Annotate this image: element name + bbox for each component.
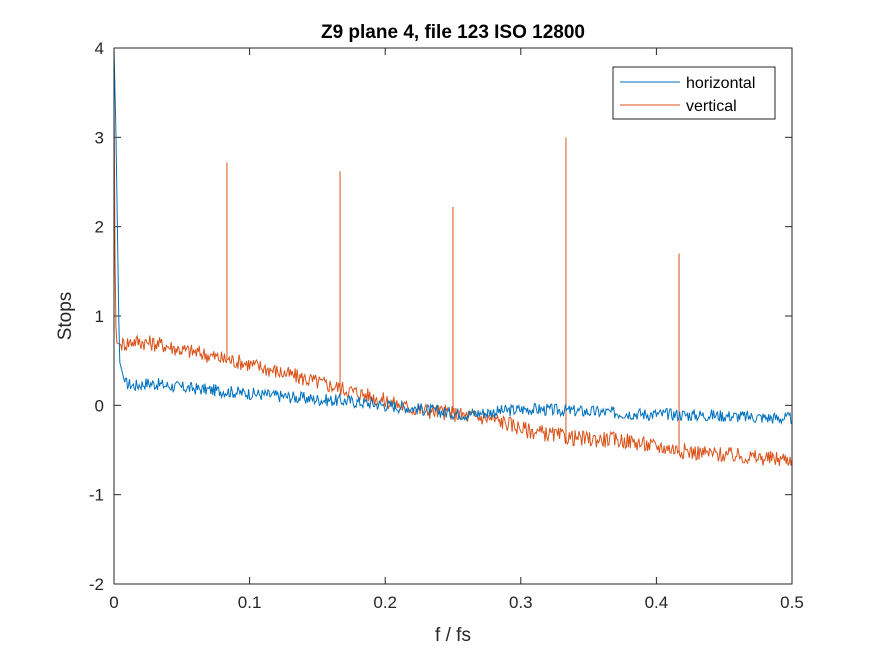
x-tick-label: 0.3 bbox=[509, 593, 533, 612]
y-axis-label: Stops bbox=[55, 292, 76, 341]
x-axis-ticks: 0 0.1 0.2 0.3 0.4 0.5 bbox=[109, 48, 804, 612]
x-axis-label: f / fs bbox=[435, 625, 471, 646]
x-tick-label: 0.5 bbox=[780, 593, 804, 612]
chart-title: Z9 plane 4, file 123 ISO 12800 bbox=[321, 22, 585, 43]
y-tick-label: 0 bbox=[95, 396, 104, 415]
y-tick-label: 1 bbox=[95, 307, 104, 326]
series-line-horizontal bbox=[113, 47, 793, 425]
legend-box bbox=[612, 66, 776, 120]
plot-frame bbox=[113, 47, 793, 585]
series-layer bbox=[113, 47, 793, 467]
y-tick-label: 4 bbox=[95, 39, 104, 58]
x-tick-label: 0.1 bbox=[238, 593, 262, 612]
legend-label-horizontal: horizontal bbox=[686, 75, 755, 92]
legend-label-vertical: vertical bbox=[686, 98, 737, 115]
legend: horizontal vertical bbox=[612, 66, 776, 120]
x-tick-label: 0.4 bbox=[645, 593, 669, 612]
y-tick-label: -2 bbox=[89, 575, 104, 594]
x-tick-label: 0 bbox=[109, 593, 118, 612]
y-tick-label: -1 bbox=[89, 486, 104, 505]
x-tick-label: 0.2 bbox=[373, 593, 397, 612]
y-tick-label: 3 bbox=[95, 128, 104, 147]
y-tick-label: 2 bbox=[95, 218, 104, 237]
series-line-vertical bbox=[113, 92, 793, 467]
